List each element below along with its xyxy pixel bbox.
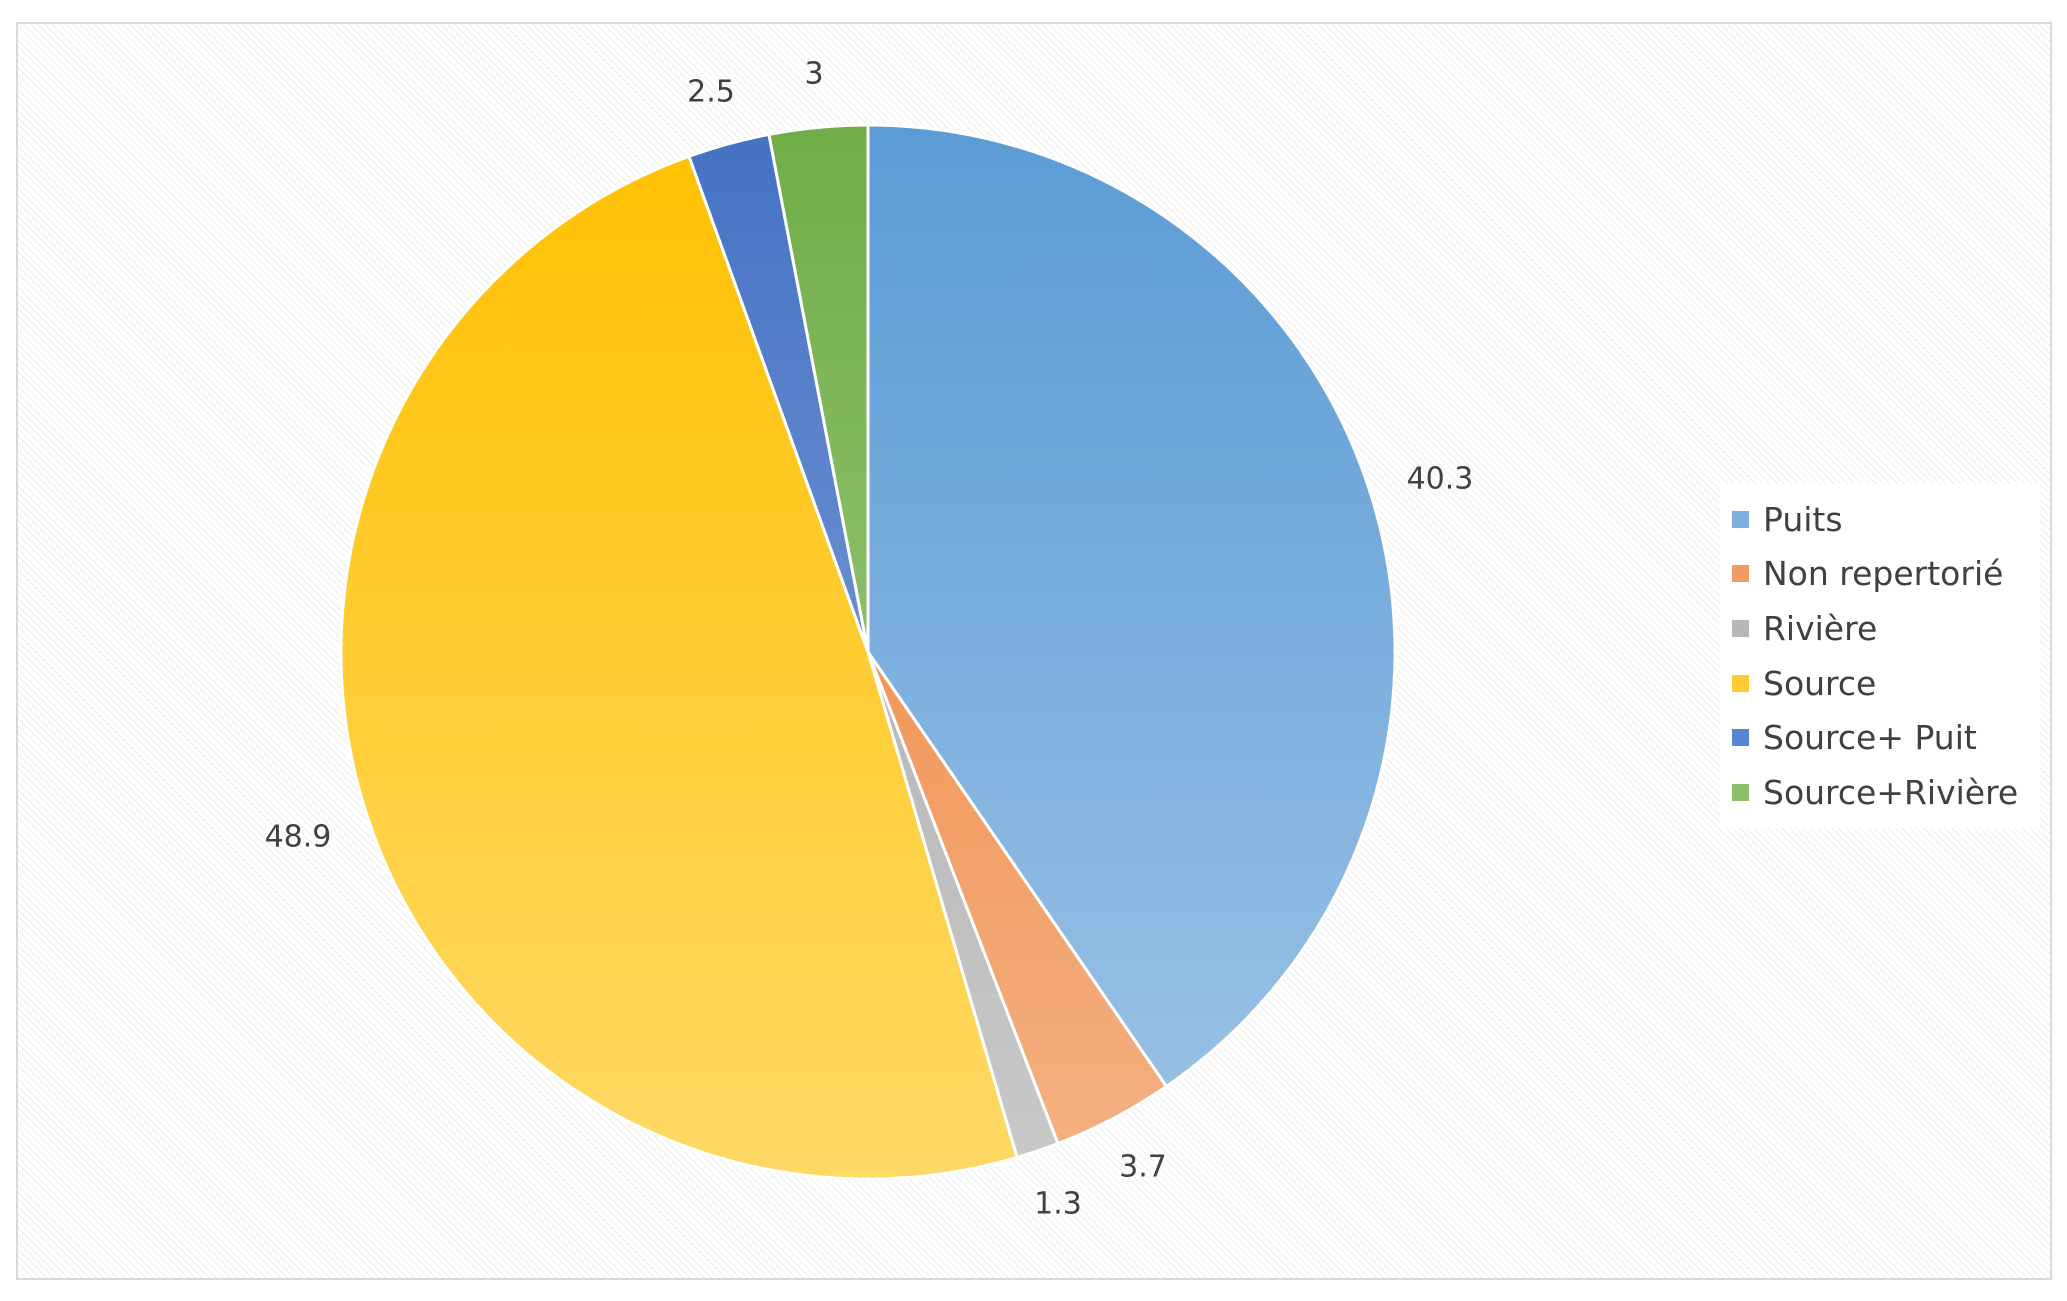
chart-legend: Puits Non repertorié Rivière Source Sour… [1720,484,2040,828]
legend-label-riviere: Rivière [1763,608,1878,648]
data-label-riviere: 1.3 [1034,1187,1082,1222]
pie-slices [339,123,1397,1181]
pie-slice-source [339,154,1019,1181]
data-label-puits: 40.3 [1407,462,1474,497]
data-label-source-riviere: 3 [804,57,823,92]
pie-slice-source-riviere [767,123,870,654]
legend-label-non-repertorie: Non repertorié [1763,554,2004,594]
legend-label-source-puit: Source+ Puit [1763,718,1977,758]
legend-swatch-non-repertorie [1732,565,1749,583]
legend-swatch-riviere [1732,619,1749,637]
legend-swatch-source [1732,674,1749,692]
data-label-source: 48.9 [265,820,332,855]
data-label-non-repertorie: 3.7 [1119,1150,1167,1185]
legend-item-source-puit: Source+ Puit [1720,710,2040,765]
legend-swatch-source-puit [1732,729,1749,747]
legend-item-riviere: Rivière [1720,601,2040,656]
legend-item-non-repertorie: Non repertorié [1720,547,2040,602]
pie-slice-puits [866,123,1397,1088]
pie-data-labels: 40.3 3.7 1.3 48.9 2.5 3 [265,57,1474,1222]
legend-item-source: Source [1720,656,2040,711]
legend-swatch-source-riviere [1732,783,1749,801]
data-label-source-puit: 2.5 [687,75,735,110]
legend-label-source-riviere: Source+Rivière [1763,772,2019,812]
legend-label-puits: Puits [1763,499,1843,539]
legend-item-source-riviere: Source+Rivière [1720,765,2040,820]
legend-swatch-puits [1732,510,1749,528]
legend-item-puits: Puits [1720,492,2040,547]
legend-label-source: Source [1763,663,1877,703]
